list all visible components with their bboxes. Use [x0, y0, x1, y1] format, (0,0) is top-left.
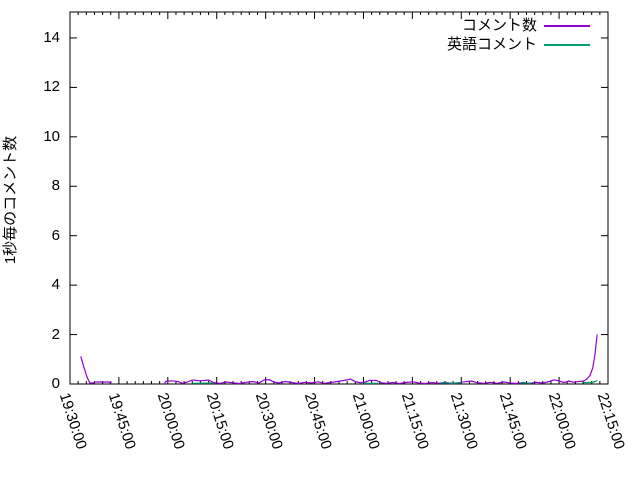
y-tick-label: 0	[51, 375, 60, 392]
axis-border	[69, 11, 609, 385]
legend-item-comments: コメント数	[462, 17, 590, 34]
legend-line-sample-english-comments	[544, 43, 590, 46]
y-tick-label: 4	[51, 276, 60, 294]
series-line-0	[164, 334, 598, 385]
series-line-1	[581, 379, 598, 384]
y-tick-label: 14	[43, 28, 60, 46]
series-line-0	[80, 356, 111, 385]
y-axis-label: 1秒毎のコメント数	[2, 135, 19, 265]
y-tick-label: 6	[51, 226, 60, 244]
legend-line-sample-comments	[544, 24, 590, 27]
y-tick-label: 2	[51, 325, 60, 343]
legend-label-comments: コメント数	[461, 17, 537, 34]
legend-label-english-comments: 英語コメント	[446, 36, 537, 53]
y-tick-label: 8	[51, 177, 60, 195]
y-tick-label: 10	[43, 127, 60, 145]
y-tick-label: 12	[43, 78, 60, 96]
legend: コメント数 英語コメント	[447, 17, 590, 53]
legend-item-english-comments: 英語コメント	[447, 36, 590, 53]
